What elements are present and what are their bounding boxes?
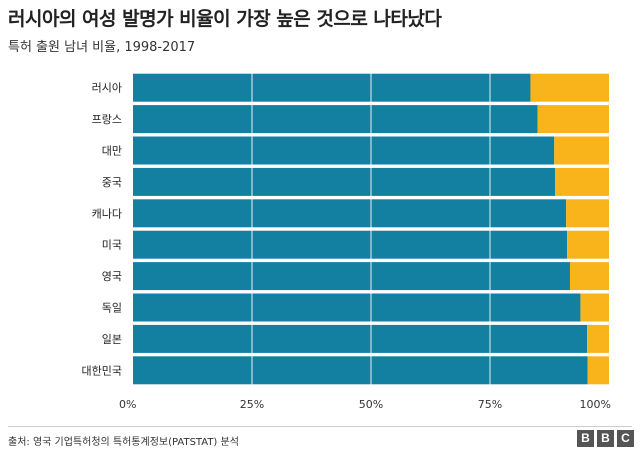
bar-male xyxy=(133,230,568,259)
bar-male xyxy=(133,324,588,353)
bar-female xyxy=(569,262,609,291)
x-tick-label: 25% xyxy=(240,398,264,411)
bbc-logo-letter: B xyxy=(577,430,594,447)
chart-subtitle: 특허 출원 남녀 비율, 1998-2017 xyxy=(8,40,196,55)
bar-male xyxy=(133,199,567,228)
category-label: 캐나다 xyxy=(92,207,122,220)
bbc-logo: B B C xyxy=(577,430,634,447)
bar-female xyxy=(580,293,609,322)
category-label: 독일 xyxy=(102,301,122,315)
bar-male xyxy=(133,105,538,134)
category-label: 미국 xyxy=(102,239,122,252)
category-label: 일본 xyxy=(102,332,122,346)
category-label: 영국 xyxy=(102,270,122,283)
bar-female xyxy=(587,324,609,353)
x-tick-label: 100% xyxy=(580,398,611,411)
bar-male xyxy=(133,136,555,165)
bar-female xyxy=(587,356,609,385)
bar-female xyxy=(530,73,609,102)
bar-male xyxy=(133,167,556,196)
footer-divider xyxy=(8,426,632,427)
category-label: 러시아 xyxy=(92,82,122,95)
category-label: 중국 xyxy=(102,176,122,189)
bar-male xyxy=(133,356,588,385)
bar-female xyxy=(554,136,609,165)
chart-title: 러시아의 여성 발명가 비율이 가장 높은 것으로 나타났다 xyxy=(8,8,442,30)
category-label: 대한민국 xyxy=(82,364,122,377)
bar-male xyxy=(133,73,531,102)
bar-female xyxy=(566,199,609,228)
category-label: 대만 xyxy=(102,145,122,158)
x-tick-label: 75% xyxy=(478,398,502,411)
bar-male xyxy=(133,293,581,322)
x-tick-label: 50% xyxy=(359,398,383,411)
source-note: 출처: 영국 기업특허청의 특허통계정보(PATSTAT) 분석 xyxy=(8,437,239,448)
bar-female xyxy=(567,230,609,259)
bbc-logo-letter: B xyxy=(597,430,614,447)
bbc-logo-letter: C xyxy=(617,430,634,447)
x-tick-label: 0% xyxy=(119,398,136,411)
bar-female xyxy=(555,167,609,196)
bar-female xyxy=(537,105,609,134)
category-label: 프랑스 xyxy=(92,113,122,126)
bar-male xyxy=(133,262,570,291)
